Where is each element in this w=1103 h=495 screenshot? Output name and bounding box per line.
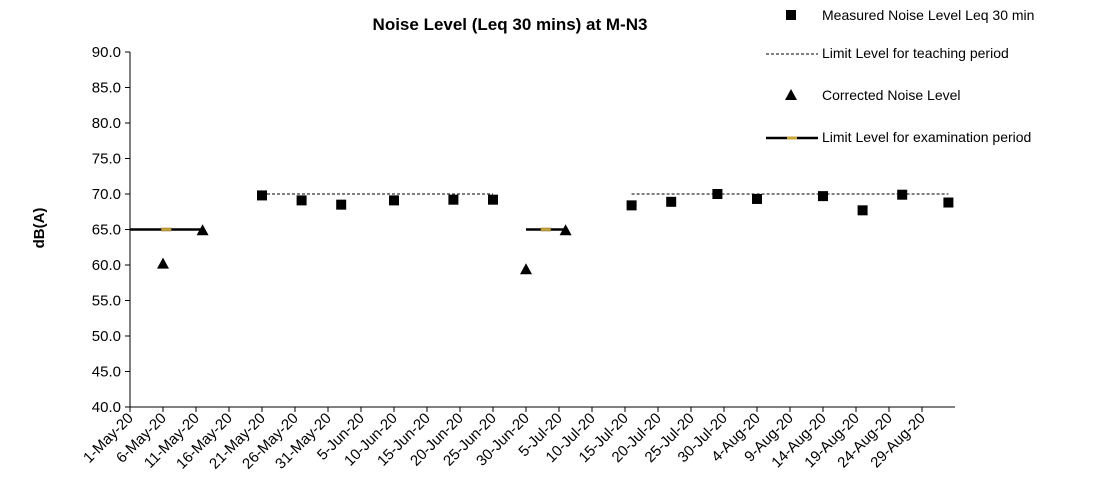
- legend-entry-label: Limit Level for teaching period: [822, 45, 1009, 61]
- y-tick-label: 75.0: [92, 151, 121, 168]
- corrected-point: [157, 257, 169, 269]
- exam-limit-marker: [161, 227, 172, 232]
- measured-point: [257, 190, 267, 201]
- exam-limit-marker: [540, 227, 552, 232]
- y-tick-label: 45.0: [92, 364, 121, 381]
- measured-point: [943, 197, 954, 208]
- measured-point: [296, 195, 307, 206]
- legend-triangle-marker: [785, 89, 797, 100]
- chart-title: Noise Level (Leq 30 mins) at M-N3: [373, 15, 648, 34]
- y-tick-label: 85.0: [92, 80, 121, 97]
- y-tick-label: 55.0: [92, 293, 121, 310]
- y-tick-label: 50.0: [92, 328, 121, 345]
- corrected-point: [196, 224, 209, 236]
- data-marks: [130, 189, 954, 275]
- measured-point: [448, 194, 459, 205]
- y-tick-label: 65.0: [92, 222, 121, 239]
- legend-entry-label: Limit Level for examination period: [822, 129, 1031, 145]
- measured-point: [336, 199, 347, 210]
- legend-solid-line-marker: [787, 136, 797, 140]
- corrected-point: [559, 224, 572, 236]
- y-axis-label: dB(A): [31, 208, 48, 249]
- measured-point: [752, 193, 762, 204]
- y-tick-label: 90.0: [92, 44, 121, 61]
- corrected-point: [520, 263, 532, 275]
- legend: Measured Noise Level Leq 30 min Limit Lev…: [766, 7, 1034, 145]
- measured-point: [712, 189, 723, 199]
- legend-entry-label: Corrected Noise Level: [822, 87, 961, 103]
- y-tick-label: 60.0: [92, 257, 121, 274]
- legend-entry-label: Measured Noise Level Leq 30 min: [822, 7, 1034, 23]
- measured-point: [626, 200, 637, 211]
- axes: 40.0 45.0 50.0 55.0 60.0 65.0 70.0 75.0 80.0 85.0…: [80, 44, 955, 473]
- measured-point: [897, 189, 908, 200]
- measured-point: [666, 196, 677, 207]
- legend-square-marker: [786, 10, 796, 20]
- measured-point: [488, 194, 498, 205]
- measured-point: [818, 191, 828, 202]
- y-tick-label: 40.0: [92, 399, 121, 416]
- measured-point: [857, 205, 868, 216]
- y-tick-label: 80.0: [92, 115, 121, 132]
- measured-point: [389, 195, 399, 206]
- y-tick-label: 70.0: [92, 186, 121, 203]
